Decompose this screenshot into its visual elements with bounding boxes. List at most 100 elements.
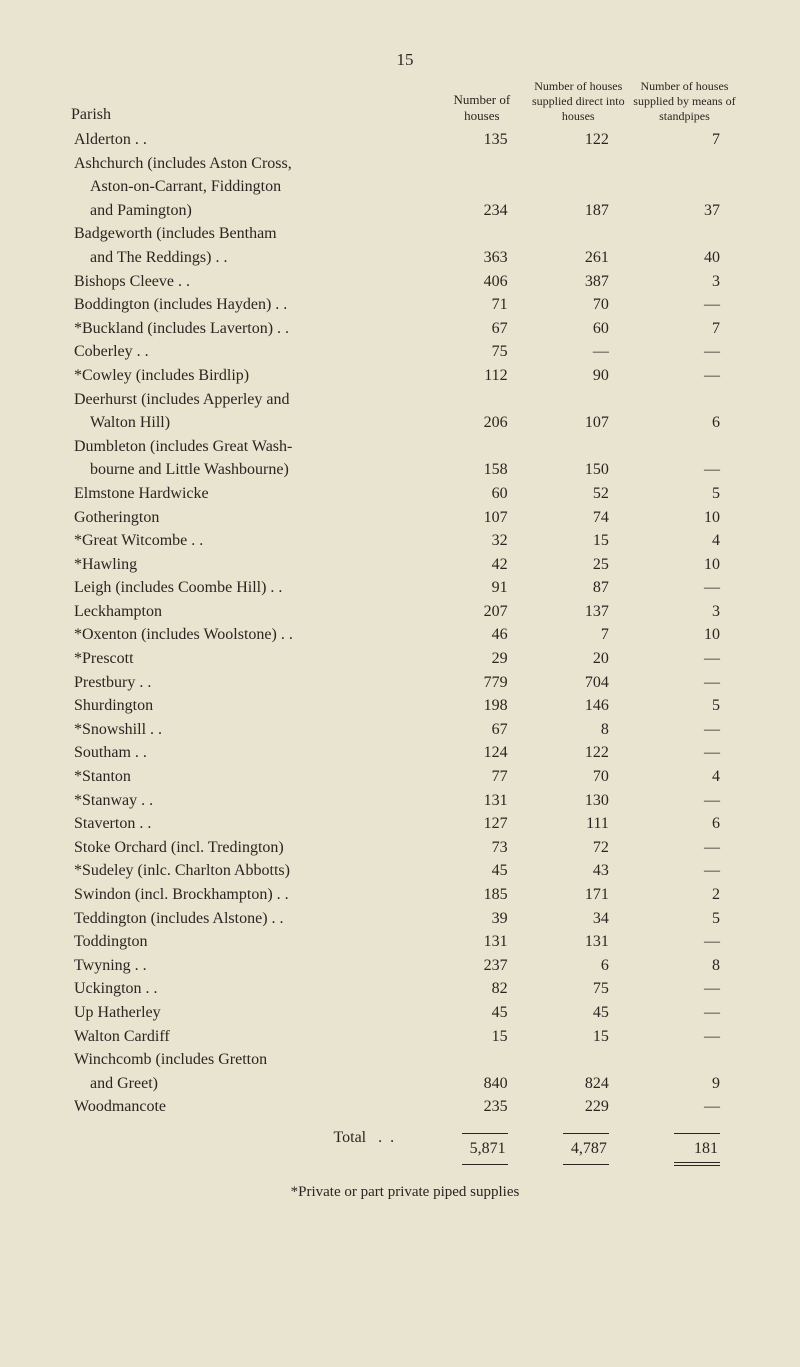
direct-cell: 25: [528, 553, 629, 577]
table-row: Badgeworth (includes Bentham: [70, 222, 740, 246]
direct-cell: 171: [528, 883, 629, 907]
parish-cell: Woodmancote: [70, 1095, 436, 1119]
direct-cell: 146: [528, 694, 629, 718]
houses-cell: 237: [436, 954, 528, 978]
total-label: Total . .: [70, 1119, 436, 1166]
direct-cell: 824: [528, 1072, 629, 1096]
stand-cell: 37: [629, 199, 740, 223]
table-row: *Snowshill . .678—: [70, 718, 740, 742]
parish-cell: *Sudeley (inlc. Charlton Abbotts): [70, 859, 436, 883]
stand-cell: —: [629, 859, 740, 883]
houses-cell: 82: [436, 977, 528, 1001]
total-houses: 5,871: [436, 1119, 528, 1166]
table-row: Woodmancote235229—: [70, 1095, 740, 1119]
table-row: Twyning . .23768: [70, 954, 740, 978]
table-row: and Pamington)23418737: [70, 199, 740, 223]
parish-cell: *Stanton: [70, 765, 436, 789]
parish-cell: Walton Hill): [70, 411, 436, 435]
direct-cell: [528, 175, 629, 199]
parish-cell: Staverton . .: [70, 812, 436, 836]
houses-cell: 91: [436, 576, 528, 600]
table-row: Staverton . .1271116: [70, 812, 740, 836]
stand-cell: —: [629, 1095, 740, 1119]
direct-cell: 8: [528, 718, 629, 742]
stand-cell: [629, 175, 740, 199]
stand-cell: 10: [629, 506, 740, 530]
table-row: Alderton . .1351227: [70, 128, 740, 152]
table-row: Leigh (includes Coombe Hill) . .9187—: [70, 576, 740, 600]
houses-cell: 29: [436, 647, 528, 671]
stand-cell: [629, 152, 740, 176]
header-parish: Parish: [70, 78, 436, 128]
houses-cell: 45: [436, 859, 528, 883]
stand-cell: —: [629, 340, 740, 364]
direct-cell: [528, 435, 629, 459]
table-row: Southam . .124122—: [70, 741, 740, 765]
parish-cell: Swindon (incl. Brockhampton) . .: [70, 883, 436, 907]
direct-cell: 74: [528, 506, 629, 530]
parish-cell: Walton Cardiff: [70, 1025, 436, 1049]
stand-cell: —: [629, 741, 740, 765]
parish-cell: and The Reddings) . .: [70, 246, 436, 270]
table-row: bourne and Little Washbourne)158150—: [70, 458, 740, 482]
direct-cell: 261: [528, 246, 629, 270]
houses-cell: 39: [436, 907, 528, 931]
stand-cell: 7: [629, 128, 740, 152]
parish-cell: Gotherington: [70, 506, 436, 530]
direct-cell: 229: [528, 1095, 629, 1119]
direct-cell: [528, 388, 629, 412]
parish-cell: *Snowshill . .: [70, 718, 436, 742]
direct-cell: 87: [528, 576, 629, 600]
parish-cell: Alderton . .: [70, 128, 436, 152]
table-row: *Stanton77704: [70, 765, 740, 789]
header-standpipes: Number of houses supplied by means of st…: [629, 78, 740, 128]
parish-cell: and Greet): [70, 1072, 436, 1096]
table-row: Teddington (includes Alstone) . .39345: [70, 907, 740, 931]
houses-cell: 73: [436, 836, 528, 860]
table-row: *Buckland (includes Laverton) . .67607: [70, 317, 740, 341]
table-row: *Hawling422510: [70, 553, 740, 577]
houses-cell: 363: [436, 246, 528, 270]
parish-cell: Prestbury . .: [70, 671, 436, 695]
table-row: Toddington131131—: [70, 930, 740, 954]
stand-cell: [629, 222, 740, 246]
stand-cell: —: [629, 364, 740, 388]
parish-cell: Southam . .: [70, 741, 436, 765]
houses-cell: 198: [436, 694, 528, 718]
stand-cell: 10: [629, 623, 740, 647]
table-row: Up Hatherley4545—: [70, 1001, 740, 1025]
stand-cell: 5: [629, 694, 740, 718]
table-row: Shurdington1981465: [70, 694, 740, 718]
direct-cell: 70: [528, 293, 629, 317]
stand-cell: 5: [629, 907, 740, 931]
parish-cell: Deerhurst (includes Apperley and: [70, 388, 436, 412]
houses-cell: 840: [436, 1072, 528, 1096]
table-row: Prestbury . .779704—: [70, 671, 740, 695]
table-row: and Greet)8408249: [70, 1072, 740, 1096]
parish-cell: *Great Witcombe . .: [70, 529, 436, 553]
houses-cell: [436, 152, 528, 176]
direct-cell: 137: [528, 600, 629, 624]
direct-cell: 6: [528, 954, 629, 978]
table-row: Uckington . .8275—: [70, 977, 740, 1001]
table-row: *Great Witcombe . .32154: [70, 529, 740, 553]
table-row: Dumbleton (includes Great Wash-: [70, 435, 740, 459]
stand-cell: —: [629, 576, 740, 600]
direct-cell: 20: [528, 647, 629, 671]
table-row: Coberley . .75——: [70, 340, 740, 364]
stand-cell: —: [629, 458, 740, 482]
houses-cell: 158: [436, 458, 528, 482]
stand-cell: 6: [629, 812, 740, 836]
stand-cell: —: [629, 836, 740, 860]
table-row: *Prescott2920—: [70, 647, 740, 671]
direct-cell: 7: [528, 623, 629, 647]
houses-cell: 779: [436, 671, 528, 695]
stand-cell: 7: [629, 317, 740, 341]
direct-cell: 122: [528, 128, 629, 152]
total-stand: 181: [629, 1119, 740, 1166]
table-row: Boddington (includes Hayden) . .7170—: [70, 293, 740, 317]
houses-cell: 185: [436, 883, 528, 907]
houses-cell: [436, 388, 528, 412]
direct-cell: 107: [528, 411, 629, 435]
parish-cell: Bishops Cleeve . .: [70, 270, 436, 294]
